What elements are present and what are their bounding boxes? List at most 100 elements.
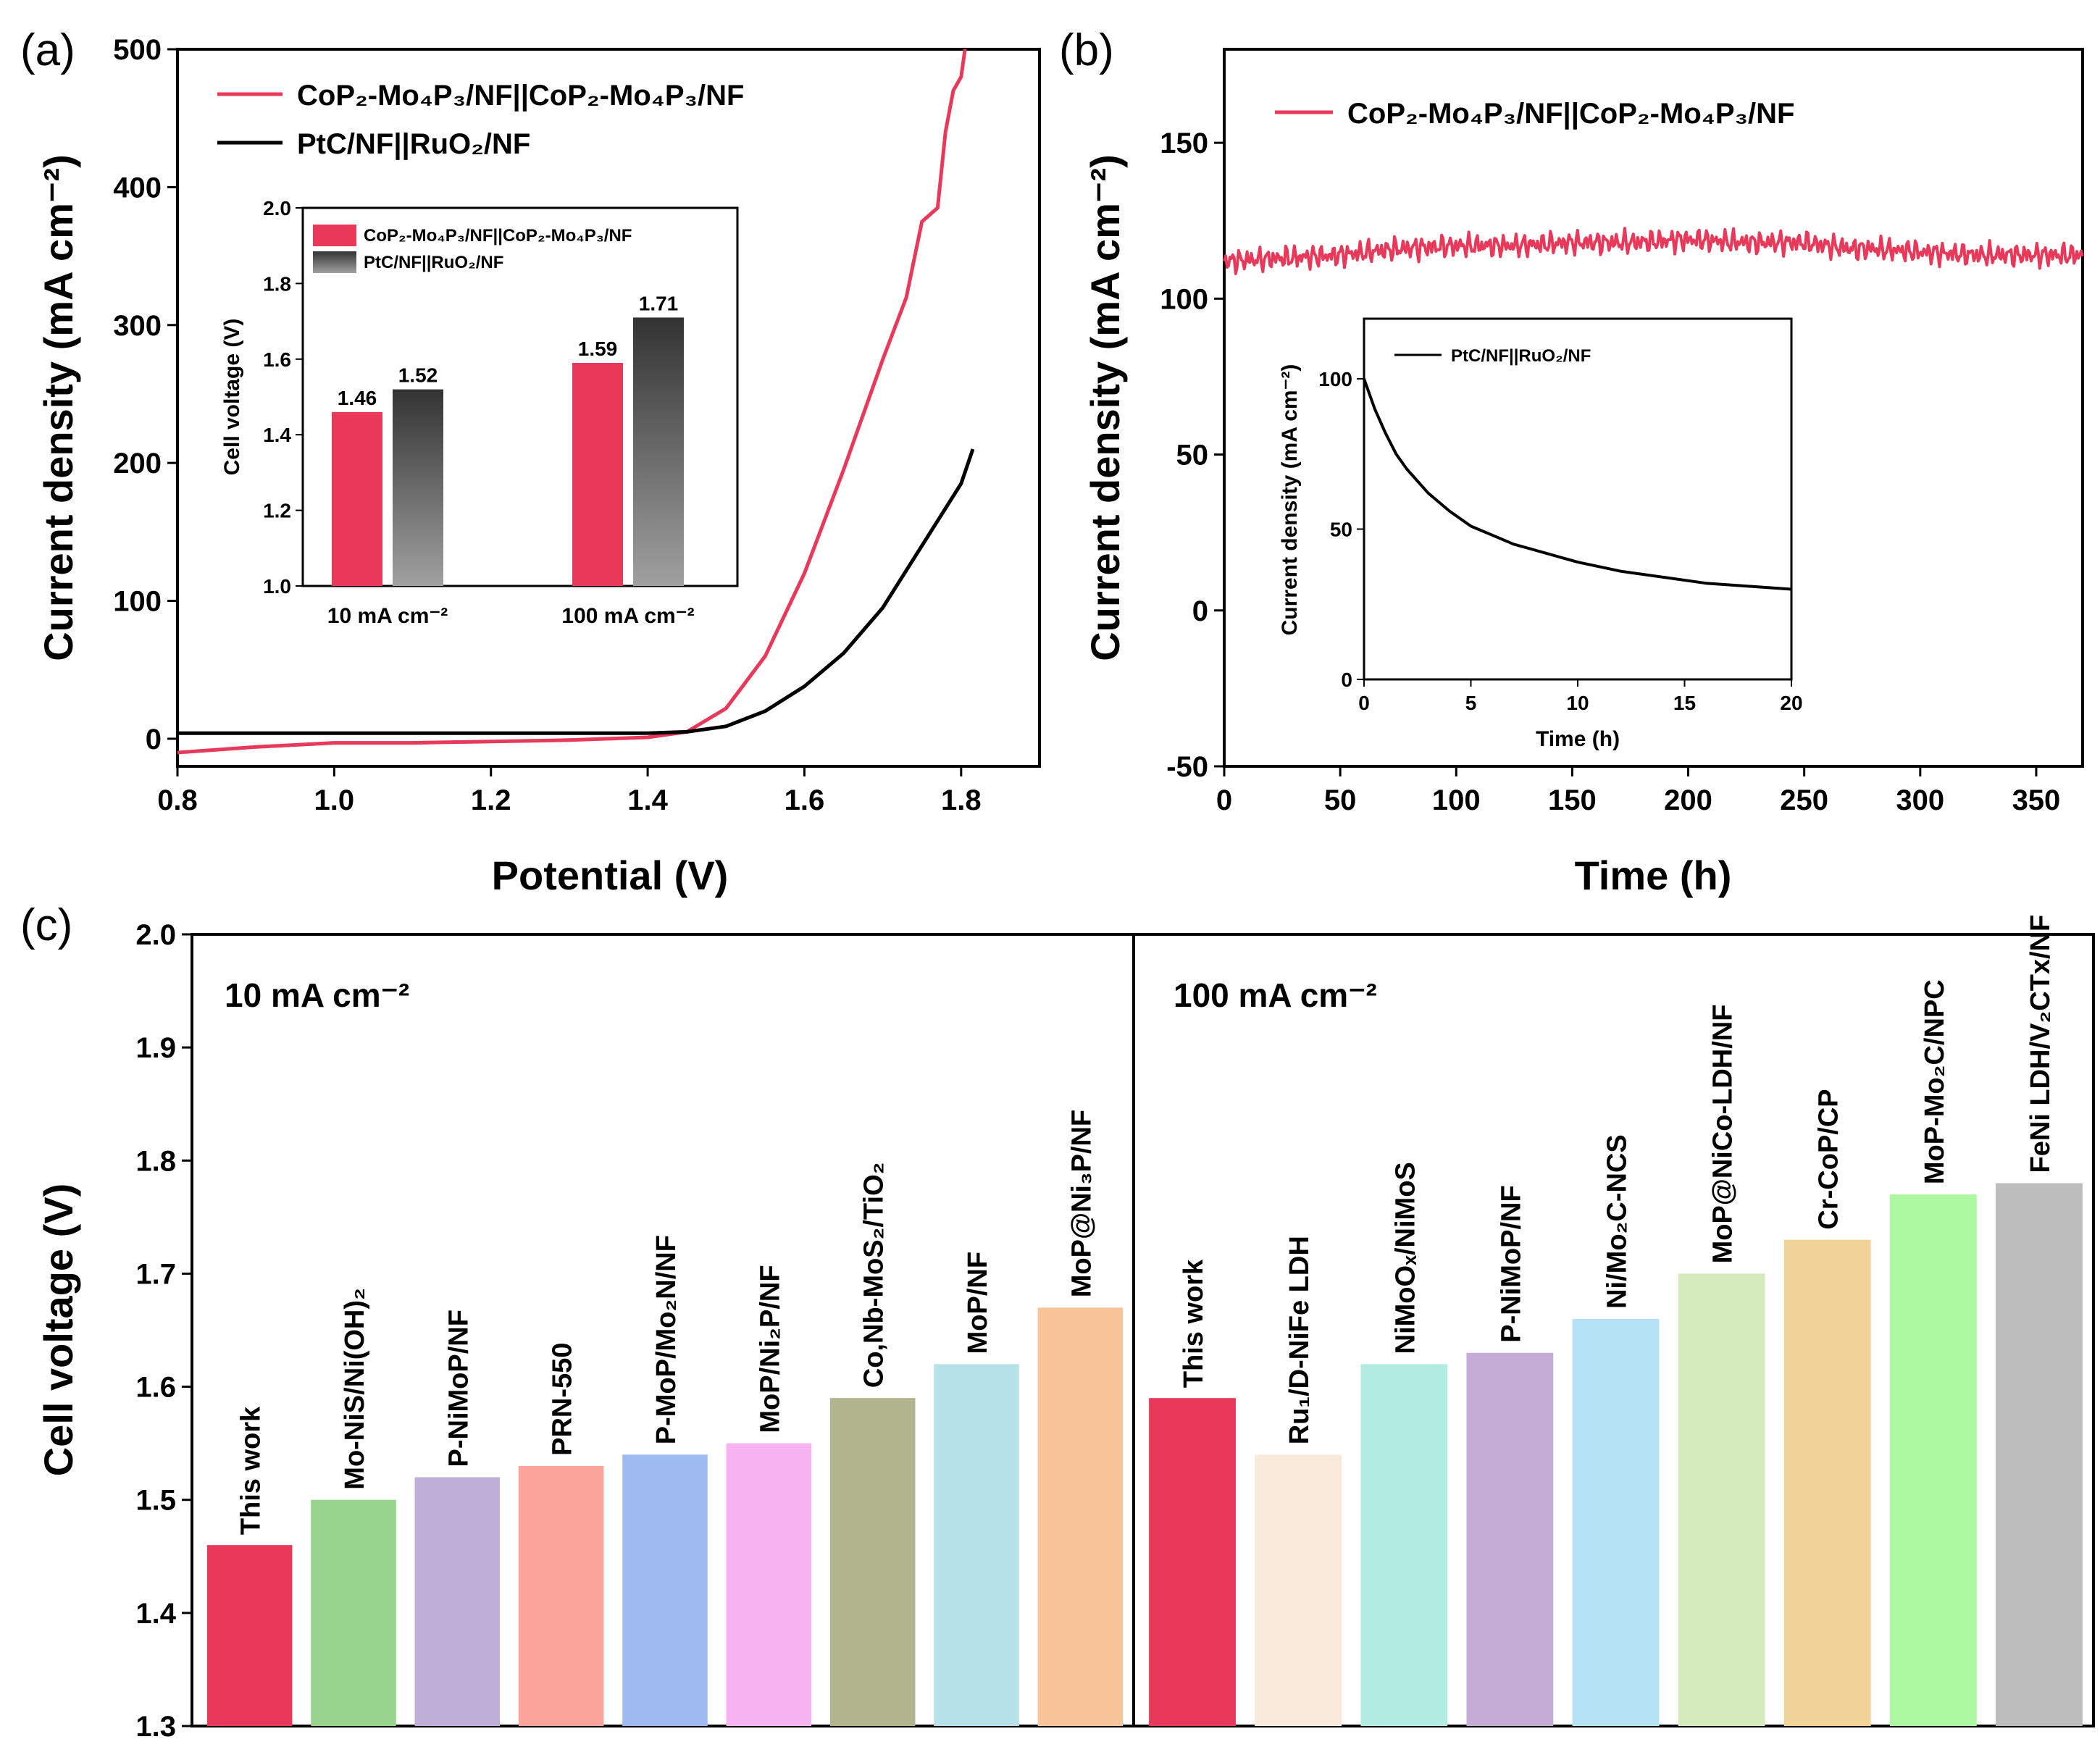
c-bar-label: Cr-CoP/CP	[1814, 1089, 1844, 1229]
a-y-tick-label: 500	[113, 34, 162, 66]
c-y-tick-label: 1.7	[135, 1258, 176, 1290]
c-bar	[1889, 1194, 1977, 1726]
a-x-tick-label: 0.8	[157, 784, 198, 816]
a-inset-bar-value: 1.71	[639, 292, 679, 314]
panel-c-group-0-label: 10 mA cm⁻²	[225, 976, 409, 1014]
c-bar	[1466, 1352, 1554, 1726]
c-bar-label: Co,Nb-MoS₂/TiO₂	[859, 1162, 890, 1388]
panel-b-inset-lines	[1363, 378, 1792, 591]
a-inset-bar	[393, 389, 443, 586]
c-bar	[414, 1477, 501, 1726]
b-x-tick-label: 150	[1548, 784, 1597, 816]
panel-b-inset-frame	[1363, 317, 1793, 681]
c-bar	[1572, 1318, 1660, 1726]
c-bar-label: P-MoP/Mo₂N/NF	[651, 1235, 682, 1444]
panel-a-x-ticks: 0.8 1.0 1.2 1.4 1.6 1.8	[157, 766, 982, 816]
a-x-tick-label: 1.2	[471, 784, 511, 816]
b-y-tick-label: 0	[1192, 595, 1208, 627]
b-inset-x-tick-label: 0	[1358, 692, 1370, 714]
panel-a-inset-category-1: 100 mA cm⁻²	[561, 604, 694, 628]
a-y-tick-label: 100	[113, 586, 162, 618]
c-bar-label: PRN-550	[548, 1343, 578, 1456]
panel-c-y-ticks: 1.3 1.4 1.5 1.6 1.7 1.8 1.9 2.0	[135, 919, 192, 1743]
panel-b-inset-x-ticks: 0 5 10 15 20	[1358, 679, 1803, 714]
panel-c-y-axis-label: Cell voltage (V)	[35, 1184, 81, 1477]
panel-a-inset: 1.0 1.2 1.4 1.6 1.8 2.0 1.46 1.52 1.59 1.71 Cell…	[220, 197, 739, 628]
b-y-tick-label: 50	[1176, 440, 1209, 472]
panel-b-x-ticks: 0 50 100 150 200 250 300 350	[1216, 766, 2060, 816]
a-inset-bar-value: 1.46	[338, 387, 377, 409]
panel-c-group-1-label: 100 mA cm⁻²	[1174, 976, 1377, 1014]
c-bar-label: Ni/Mo₂C-NCS	[1602, 1134, 1633, 1309]
inset-legend-label-ptc: PtC/NF||RuO₂/NF	[364, 253, 503, 272]
b-inset-series-line-0	[1363, 378, 1792, 591]
panel-a: (a) 0.8 1.0 1.2 1.4 1.6 1.8 0100200300400500 …	[20, 25, 1041, 898]
panel-a-inset-y-ticks: 1.0 1.2 1.4 1.6 1.8 2.0	[263, 197, 303, 598]
a-x-tick-label: 1.8	[941, 784, 982, 816]
panel-a-lines	[177, 49, 975, 755]
panel-c-bars: This work Mo-NiS/Ni(OH)₂ P-NiMoP/NF PRN-550…	[206, 915, 2083, 1726]
a-x-tick-label: 1.6	[785, 784, 825, 816]
b-inset-x-tick-label: 5	[1465, 692, 1477, 714]
panel-b-inset: 0 5 10 15 20 0 50 100 Time (h) Current density…	[1278, 317, 1803, 751]
a-y-tick-label: 0	[146, 724, 162, 755]
b-x-tick-label: 50	[1324, 784, 1357, 816]
c-bar-label: FeNi LDH/V₂CTx/NF	[2025, 915, 2056, 1173]
c-bar-label: MoP/NF	[963, 1252, 993, 1354]
c-bar-label: MoP-Mo₂C/NPC	[1920, 979, 1950, 1184]
c-bar	[726, 1443, 812, 1726]
c-bar	[1149, 1398, 1236, 1726]
a-inset-bar	[332, 411, 382, 586]
c-bar-label: This work	[236, 1406, 267, 1535]
a-inset-bar-value: 1.52	[398, 364, 438, 387]
a-series-line-0	[177, 49, 967, 755]
panel-b-x-axis-label: Time (h)	[1575, 853, 1732, 898]
inset-legend-label-cop2: CoP₂-Mo₄P₃/NF||CoP₂-Mo₄P₃/NF	[364, 226, 632, 246]
a-x-tick-label: 1.4	[627, 784, 668, 816]
a-y-tick-label: 200	[113, 448, 162, 479]
panel-b-inset-y-axis-label: Current density (mA cm⁻²)	[1278, 364, 1302, 636]
panel-a-legend: CoP₂-Mo₄P₃/NF||CoP₂-Mo₄P₃/NF PtC/NF||RuO…	[217, 80, 744, 160]
c-bar	[518, 1465, 604, 1726]
a-inset-y-tick-label: 1.2	[263, 500, 291, 522]
inset-legend-swatch-ptc	[313, 251, 356, 273]
a-inset-y-tick-label: 1.0	[263, 575, 291, 598]
panel-a-inset-category-0: 10 mA cm⁻²	[327, 604, 448, 628]
a-x-tick-label: 1.0	[314, 784, 355, 816]
c-bar	[311, 1499, 396, 1726]
b-y-tick-label: 150	[1160, 127, 1208, 159]
inset-legend-label-ptc-b: PtC/NF||RuO₂/NF	[1451, 346, 1591, 366]
b-x-tick-label: 300	[1896, 784, 1944, 816]
panel-b-y-axis-label: Current density (mA cm⁻²)	[1082, 154, 1128, 661]
c-bar	[1783, 1239, 1871, 1726]
b-inset-x-tick-label: 15	[1673, 692, 1696, 714]
c-y-tick-label: 1.6	[135, 1372, 176, 1404]
panel-a-inset-bars: 1.46 1.52 1.59 1.71	[332, 292, 684, 586]
legend-label-ptc: PtC/NF||RuO₂/NF	[297, 128, 530, 160]
panel-a-x-axis-label: Potential (V)	[492, 853, 729, 898]
b-x-tick-label: 350	[2012, 784, 2061, 816]
panel-a-y-ticks: 0 100 200 300 400 500	[113, 34, 177, 755]
panel-c-label: (c)	[20, 900, 72, 950]
panel-b-lines	[1223, 227, 2084, 275]
panel-a-frame	[176, 48, 1041, 768]
c-bar-label: MoP@NiCo-LDH/NF	[1708, 1005, 1739, 1264]
c-bar-label: Mo-NiS/Ni(OH)₂	[340, 1288, 370, 1490]
panel-c: (c) 1.3 1.4 1.5 1.6 1.7 1.8 1.9 2.0 This work Mo…	[20, 900, 2095, 1743]
c-y-tick-label: 1.9	[135, 1032, 176, 1064]
c-y-tick-label: 1.3	[135, 1711, 176, 1743]
a-inset-bar	[572, 363, 623, 586]
b-inset-x-tick-label: 20	[1780, 692, 1802, 714]
a-inset-y-tick-label: 2.0	[263, 197, 291, 219]
b-inset-y-tick-label: 0	[1341, 669, 1352, 691]
a-inset-y-tick-label: 1.6	[263, 348, 291, 371]
c-bar	[622, 1454, 708, 1726]
a-inset-y-tick-label: 1.8	[263, 272, 291, 295]
panel-a-label: (a)	[20, 25, 75, 75]
a-y-tick-label: 300	[113, 310, 162, 342]
c-bar-label: P-NiMoP/NF	[1496, 1185, 1526, 1342]
a-series-line-1	[177, 448, 975, 735]
panel-a-y-axis-label: Current density (mA cm⁻²)	[35, 154, 81, 661]
a-inset-y-tick-label: 1.4	[263, 424, 291, 446]
